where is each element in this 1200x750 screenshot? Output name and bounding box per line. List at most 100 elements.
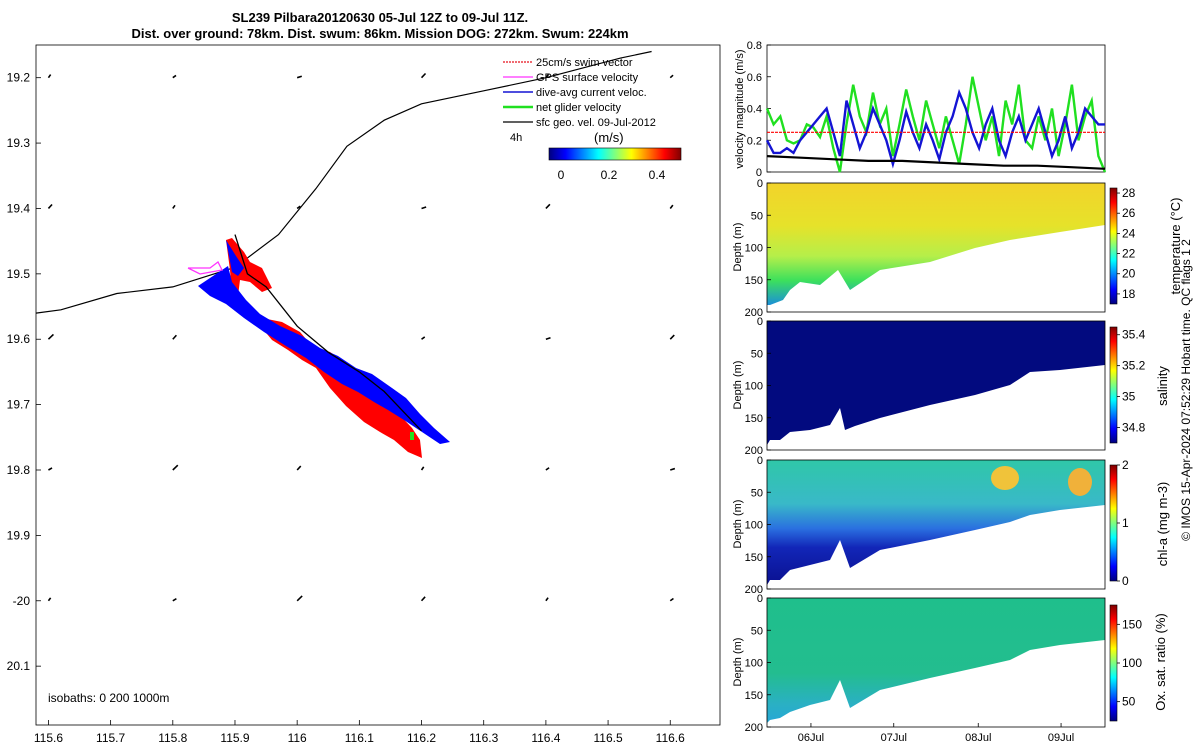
velocity-y-tick-label: 0.2	[747, 135, 762, 147]
gps-surface-velocity-arrows	[187, 261, 223, 275]
legend-colorbar-tick-label: 0.4	[649, 168, 666, 182]
salinity-colorbar-ticks: 34.8 35 35.2 35.4	[1117, 328, 1146, 435]
legend-sfc-label: sfc geo. vel. 09-Jul-2012	[536, 117, 656, 129]
map-y-tick-label: 19.2	[7, 71, 31, 85]
map-geo-velocity-grid	[47, 72, 676, 602]
temperature-colorbar-ticks: 18 20 22 24 26 28	[1117, 186, 1136, 301]
colorbar-tick-label: 26	[1122, 206, 1136, 220]
map-y-tick-label: 19.7	[7, 398, 31, 412]
colorbar-tick-label: 2	[1122, 458, 1129, 472]
depth-tick-label: 50	[751, 348, 763, 360]
time-x-tick-label: 08Jul	[965, 732, 991, 744]
colorbar-tick-label: 28	[1122, 186, 1136, 200]
swim-vector-swath	[226, 238, 422, 458]
legend-colorbar-tick-label: 0	[558, 168, 565, 182]
velocity-series-dive_avg	[765, 88, 1105, 169]
legend-swim-label: 25cm/s swim vector	[536, 57, 633, 69]
velocity-panel: 0 0.2 0.4 0.6 0.8 velocity magnitude (m/s)	[734, 40, 1107, 179]
velocity-series-sfc_geo	[766, 155, 1106, 170]
geo-velocity-arrow	[421, 206, 427, 210]
geo-velocity-arrow	[545, 597, 549, 602]
oxygen-field	[767, 598, 1105, 723]
velocity-series	[765, 76, 1107, 173]
map-y-tick-label: 19.4	[7, 201, 31, 215]
chla-colorbar-ticks: 0 1 2	[1117, 458, 1129, 588]
depth-tick-label: 150	[745, 552, 763, 564]
geo-velocity-arrow	[669, 204, 674, 209]
colorbar-tick-label: 35.4	[1122, 328, 1146, 342]
temperature-field	[767, 183, 1105, 305]
map-y-tick-label: 19.5	[7, 267, 31, 281]
map-y-tick-label: 20.1	[7, 659, 31, 673]
dive-avg-current-swath	[198, 266, 450, 444]
chla-ylabel: Depth (m)	[732, 500, 744, 549]
glider-track	[234, 234, 422, 432]
geo-velocity-arrow	[47, 203, 53, 209]
footer-credit: © IMOS 15-Apr-2024 07:52:29 Hobart time.…	[1179, 239, 1193, 541]
map-y-tick-label: 19.8	[7, 463, 31, 477]
map-y-tick-label: 19.6	[7, 332, 31, 346]
isobaths-label: isobaths: 0 200 1000m	[48, 691, 169, 705]
map-x-tick-label: 116.4	[531, 731, 560, 745]
geo-velocity-arrow	[296, 75, 303, 79]
glider-velocity-swath	[187, 234, 450, 458]
salinity-field	[767, 321, 1105, 445]
depth-tick-label: 0	[757, 178, 763, 190]
dive-avg-current-start	[226, 240, 244, 276]
oxygen-colorbar-label: Ox. sat. ratio (%)	[1153, 613, 1168, 711]
colorbar-tick-label: 35	[1122, 390, 1136, 404]
depth-tick-label: 0	[757, 455, 763, 467]
geo-velocity-arrow	[545, 467, 550, 471]
velocity-series-net_glider	[765, 76, 1107, 173]
map-x-tick-label: 116	[288, 731, 307, 745]
geo-velocity-arrow	[420, 72, 427, 79]
depth-tick-label: 100	[745, 658, 763, 670]
chla-field	[767, 460, 1105, 585]
depth-tick-label: 100	[745, 381, 763, 393]
salinity-colorbar-label: salinity	[1155, 366, 1170, 406]
time-x-tick-label: 09Jul	[1048, 732, 1074, 744]
map-x-tick-label: 116.1	[345, 731, 374, 745]
legend-colorbar-ticks: 0 0.2 0.4	[558, 168, 666, 182]
map-x-tick-label: 116.2	[407, 731, 436, 745]
depth-tick-label: 100	[745, 520, 763, 532]
depth-tick-label: 200	[745, 584, 763, 596]
depth-tick-label: 200	[745, 722, 763, 734]
depth-tick-label: 50	[751, 210, 763, 222]
colorbar-tick-label: 1	[1122, 516, 1129, 530]
map-x-tick-label: 115.8	[158, 731, 187, 745]
geo-velocity-arrow	[669, 74, 674, 79]
depth-tick-label: 50	[751, 625, 763, 637]
salinity-ylabel: Depth (m)	[732, 361, 744, 410]
salinity-y-ticks: 0 50 100 150 200	[745, 316, 771, 457]
geo-velocity-arrow	[47, 597, 52, 602]
legend-colorbar-tick-label: 0.2	[601, 168, 618, 182]
time-x-tick-label: 06Jul	[798, 732, 824, 744]
colorbar-tick-label: 50	[1122, 695, 1136, 709]
geo-velocity-arrow	[172, 74, 177, 79]
map-x-tick-label: 115.9	[220, 731, 249, 745]
legend-gps-label: GPS surface velocity	[536, 72, 639, 84]
geo-velocity-arrow	[420, 466, 425, 471]
legend-colorbar-title: (m/s)	[594, 130, 624, 145]
map-x-tick-label: 115.7	[96, 731, 125, 745]
map-y-tick-label: 19.9	[7, 528, 31, 542]
geo-velocity-arrow	[420, 596, 426, 602]
depth-tick-label: 0	[757, 316, 763, 328]
chla-patch-1	[991, 466, 1019, 490]
geo-velocity-arrow	[670, 467, 676, 471]
velocity-y-ticks: 0 0.2 0.4 0.6 0.8	[747, 40, 771, 179]
legend-dive-label: dive-avg current veloc.	[536, 87, 647, 99]
legend-time-note: 4h	[510, 132, 522, 144]
temperature-y-ticks: 0 50 100 150 200	[745, 178, 771, 319]
colorbar-tick-label: 24	[1122, 226, 1136, 240]
time-x-ticks: 06Jul 07Jul 08Jul 09Jul	[798, 723, 1074, 744]
isobath-line	[35, 50, 652, 314]
oxygen-ylabel: Depth (m)	[732, 638, 744, 687]
temperature-ylabel: Depth (m)	[732, 223, 744, 272]
legend-colorbar	[548, 147, 682, 161]
geo-velocity-arrow	[669, 334, 675, 340]
colorbar-tick-label: 20	[1122, 267, 1136, 281]
depth-tick-label: 150	[745, 413, 763, 425]
colorbar-tick-label: 0	[1122, 574, 1129, 588]
